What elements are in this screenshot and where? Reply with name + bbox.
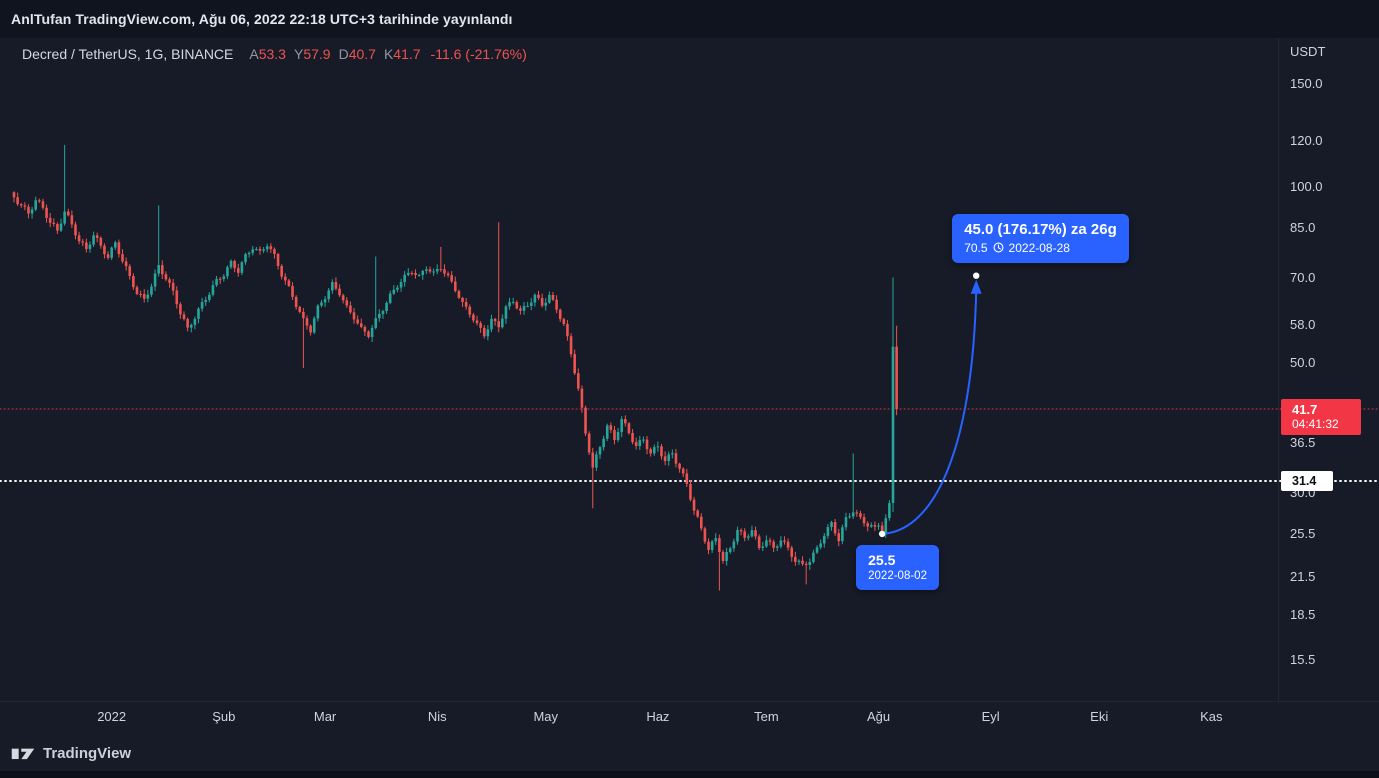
current-price-badge: 41.7 04:41:32: [1281, 399, 1361, 436]
price-axis-separator: [1278, 38, 1279, 701]
time-axis-label: Kas: [1200, 709, 1223, 724]
ohlc-value: 57.9: [303, 46, 331, 62]
time-axis-label: Nis: [427, 709, 447, 724]
bar-countdown: 04:41:32: [1292, 417, 1339, 432]
price-axis-label: 21.5: [1290, 569, 1316, 585]
ohlc-value: 41.7: [393, 46, 421, 62]
ohlc-value: 53.3: [258, 46, 286, 62]
ohlc-label: D: [338, 46, 349, 62]
projection-summary: 45.0 (176.17%) za 26g: [964, 220, 1117, 238]
price-axis-label: 15.5: [1290, 652, 1316, 668]
price-axis-label: 85.0: [1290, 220, 1316, 236]
symbol-legend: Decred / TetherUS, 1G, BINANCE A53.3 Y57.9…: [22, 46, 527, 62]
time-axis-label: May: [533, 709, 559, 724]
time-axis-label: Tem: [754, 709, 779, 724]
price-axis-label: 36.5: [1290, 434, 1316, 450]
price-axis-label: 120.0: [1290, 132, 1323, 148]
time-axis-label: Mar: [313, 709, 337, 724]
ohlc-value: 40.7: [348, 46, 376, 62]
tradingview-logo[interactable]: TradingView: [10, 744, 131, 762]
symbol-title[interactable]: Decred / TetherUS, 1G, BINANCE: [22, 46, 234, 62]
ohlc-label: A: [249, 46, 259, 62]
ohlc-values: A53.3 Y57.9 D40.7 K41.7: [249, 46, 428, 62]
tradingview-logo-icon: [11, 748, 35, 760]
time-axis-label: Eyl: [981, 709, 1000, 724]
publish-info: AnlTufan TradingView.com, Ağu 06, 2022 2…: [11, 11, 513, 27]
origin-date: 2022-08-02: [868, 569, 927, 582]
time-axis-label: Haz: [646, 709, 670, 724]
clock-icon: [993, 242, 1003, 253]
price-line-badge: 31.4: [1281, 471, 1333, 492]
target-price: 70.5: [964, 240, 988, 255]
price-axis-label: 100.0: [1290, 178, 1323, 194]
price-axis-label: 150.0: [1290, 76, 1323, 91]
projection-callout[interactable]: 45.0 (176.17%) za 26g 70.5 2022-08-28: [952, 213, 1129, 263]
price-axis-label: 50.0: [1290, 354, 1316, 370]
currency-label: USDT: [1290, 44, 1326, 59]
change-value: -11.6 (-21.76%): [430, 46, 527, 62]
target-date: 2022-08-28: [1008, 240, 1070, 255]
ohlc-label: K: [383, 46, 394, 62]
time-axis-label: Eki: [1090, 709, 1109, 724]
time-axis-label: Şub: [212, 709, 236, 724]
time-axis-separator: [0, 701, 1379, 702]
bottom-strip: [0, 771, 1379, 778]
current-price: 41.7: [1292, 402, 1318, 418]
origin-price: 25.5: [868, 551, 896, 568]
tradingview-logo-text: TradingView: [43, 744, 132, 762]
publish-bar: AnlTufan TradingView.com, Ağu 06, 2022 2…: [0, 0, 1379, 38]
ohlc-label: Y: [293, 46, 304, 62]
price-axis-label: 70.0: [1290, 269, 1316, 285]
price-axis-label: 18.5: [1290, 607, 1316, 623]
price-axis-label: 58.0: [1290, 317, 1316, 333]
price-axis-label: 25.5: [1290, 525, 1316, 541]
time-axis-label: 2022: [97, 709, 127, 724]
origin-callout[interactable]: 25.5 2022-08-02: [856, 544, 939, 590]
time-axis[interactable]: 2022 Şub Mar Nis May Haz Tem Ağu Eyl Eki Kas: [0, 703, 1379, 737]
time-axis-label: Ağu: [866, 709, 891, 724]
